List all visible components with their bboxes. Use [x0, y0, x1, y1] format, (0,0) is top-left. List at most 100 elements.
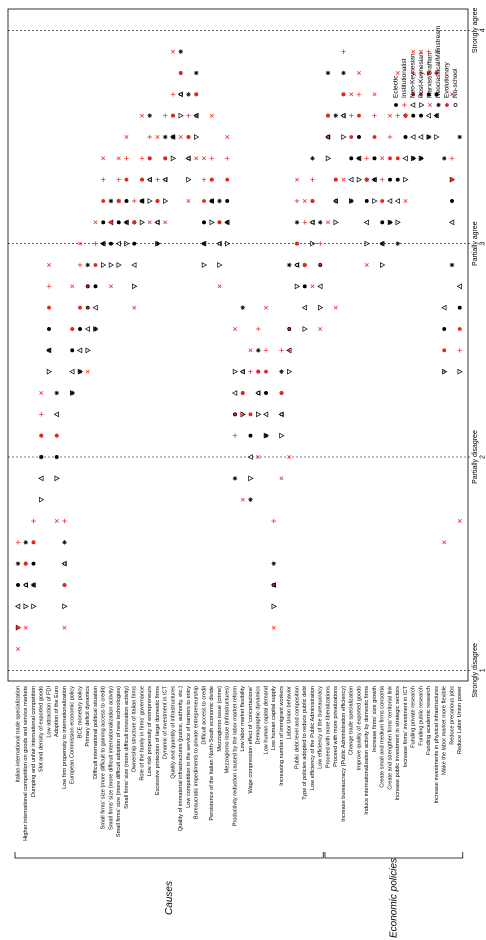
marker: [248, 348, 253, 353]
legend-label: Neo-Keynesian: [410, 53, 417, 98]
marker: [301, 304, 307, 311]
category-label: Low risk propensity of entrepreneurs: [147, 686, 153, 777]
marker: [178, 135, 183, 139]
marker: [217, 262, 223, 268]
marker: [194, 113, 199, 118]
category-label: Funding private research: [411, 686, 417, 748]
category-label: Public debt level and composition: [294, 686, 300, 769]
marker: [380, 156, 385, 161]
marker: [271, 561, 277, 566]
category-label: Low human capital supply: [271, 686, 277, 751]
marker: [76, 347, 83, 354]
marker: [302, 263, 307, 267]
category-label: Quality of immaterial infrastructures (j…: [178, 686, 184, 832]
marker: [47, 305, 51, 310]
marker: [217, 284, 222, 289]
marker: [341, 134, 347, 140]
marker: [124, 240, 130, 247]
legend-label: Eclectic: [393, 75, 400, 98]
marker: [240, 497, 245, 502]
marker: [15, 561, 21, 566]
marker: [248, 497, 253, 502]
category-label: Difficult international political situat…: [93, 686, 99, 779]
marker: [434, 92, 439, 97]
marker: [364, 156, 370, 161]
marker: [132, 220, 137, 225]
marker: [78, 327, 82, 331]
marker: [38, 412, 44, 417]
marker: [341, 113, 346, 118]
marker: [294, 198, 300, 204]
category-label: Create small and medium firms consortia: [380, 685, 386, 788]
marker: [379, 177, 385, 182]
marker: [209, 219, 215, 226]
legend: Eclectic Institutionalist Neo-Keynesian Pos…: [393, 26, 459, 108]
category-label: Dynamic of investment in ICT: [163, 685, 169, 759]
category-label: Role of the family in firms' governance: [139, 686, 145, 781]
marker: [186, 113, 191, 118]
marker: [38, 454, 44, 460]
group-label: Economic policies: [389, 858, 400, 938]
marker: [62, 561, 67, 566]
marker: [248, 433, 253, 438]
marker: [457, 368, 463, 375]
marker: [264, 369, 268, 374]
legend-label: Marxist/Sraffian: [427, 53, 434, 98]
marker: [108, 262, 115, 268]
marker: [108, 198, 114, 204]
marker: [109, 284, 113, 289]
category-label: BCE monetary policy: [77, 686, 83, 738]
marker: [53, 411, 59, 418]
marker: [263, 433, 269, 438]
marker: [372, 198, 378, 204]
marker: [279, 369, 284, 374]
marker: [418, 156, 424, 161]
marker: [326, 113, 330, 118]
marker: [426, 134, 432, 140]
marker: [364, 263, 369, 267]
marker: [194, 156, 199, 161]
x-tick-value: 4: [479, 28, 486, 32]
legend-marker: [402, 102, 407, 108]
marker: [46, 348, 52, 353]
marker: [271, 625, 276, 630]
legend-marker: [394, 103, 398, 107]
marker: [171, 49, 175, 54]
marker: [434, 71, 439, 75]
marker: [411, 113, 416, 118]
group-label: Causes: [164, 881, 175, 915]
marker: [294, 220, 300, 225]
category-label: Increasing number of immigrant workers: [279, 686, 285, 786]
marker: [140, 177, 144, 182]
marker: [116, 262, 122, 268]
marker: [39, 391, 44, 395]
marker: [248, 475, 254, 482]
marker: [100, 177, 106, 182]
marker: [356, 156, 362, 161]
marker: [93, 241, 98, 246]
marker: [271, 518, 277, 524]
marker: [93, 220, 98, 225]
marker: [109, 220, 113, 225]
group-bracket: [14, 852, 324, 859]
marker: [348, 198, 354, 204]
x-tick-label: Strongly agree: [472, 7, 479, 53]
marker: [247, 454, 253, 460]
marker: [92, 304, 98, 311]
marker: [116, 177, 122, 182]
category-label: Wage compression effect of 'concertazion…: [248, 686, 254, 794]
marker: [163, 198, 169, 204]
marker: [403, 113, 408, 118]
marker: [395, 71, 400, 75]
marker: [450, 199, 454, 203]
marker: [295, 263, 299, 267]
marker: [85, 369, 90, 374]
category-label: Improve quality of exported goods: [356, 686, 362, 770]
marker: [62, 625, 67, 630]
marker: [15, 540, 21, 545]
marker: [310, 240, 316, 247]
marker: [178, 92, 183, 97]
marker: [425, 112, 431, 119]
marker: [271, 583, 276, 587]
